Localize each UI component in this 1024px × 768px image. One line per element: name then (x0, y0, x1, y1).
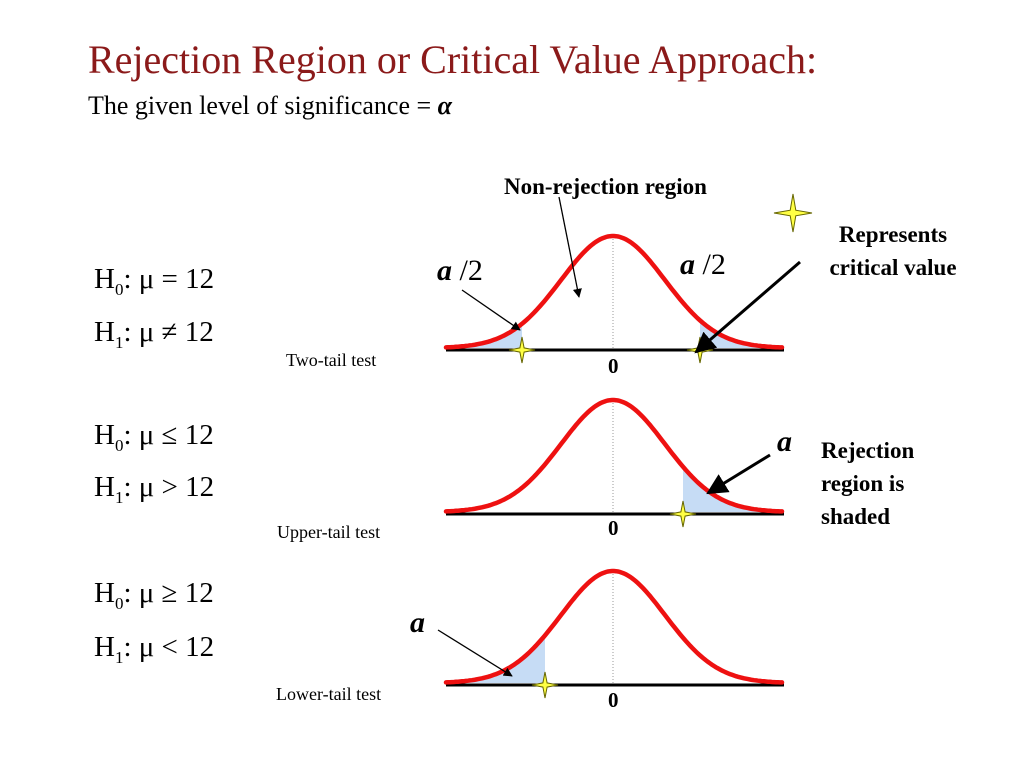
critical-value-arrow (694, 260, 801, 354)
non-rejection-arrow (558, 196, 582, 298)
upper-tail-h0: H0: μ ≤ 12 (94, 419, 214, 455)
alpha-lower-label: a (410, 606, 425, 639)
two-tail-critical-value-star-icon-1 (508, 336, 536, 364)
subtitle-text: The given level of significance = (88, 91, 438, 120)
slide-subtitle: The given level of significance = α (88, 90, 452, 122)
alpha-half-right-label: a /2 (680, 248, 726, 281)
lower-tail-normal-curve (443, 568, 785, 685)
two-tail-right-rejection-region (700, 320, 782, 348)
lower-tail-rejection-region (446, 635, 545, 683)
two-tail-h1: H1: μ ≠ 12 (94, 316, 214, 352)
alpha-half-left-label: a /2 (437, 254, 483, 287)
non-rejection-region-label: Non-rejection region (504, 174, 707, 199)
alpha-half-left-arrow (461, 289, 521, 331)
two-tail-h0: H0: μ = 12 (94, 263, 215, 299)
upper-tail-h1: H1: μ > 12 (94, 471, 215, 507)
upper-tail-test-label: Upper-tail test (277, 522, 381, 542)
lower-tail-critical-value-star-icon (531, 671, 559, 699)
upper-tail-critical-value-star-icon (669, 500, 697, 528)
slide-title: Rejection Region or Critical Value Appro… (88, 37, 818, 82)
rejection-region-arrow (706, 453, 771, 495)
lower-tail-zero-label: 0 (608, 688, 619, 712)
two-tail-left-rejection-region (446, 323, 522, 348)
two-tail-normal-curve (443, 233, 785, 350)
critical-value-note: Represents critical value (829, 222, 957, 280)
rejection-region-note: Rejection region is shaded (821, 438, 915, 529)
lower-tail-test-label: Lower-tail test (276, 684, 382, 704)
two-tail-test-label: Two-tail test (286, 350, 377, 370)
lower-tail-h0: H0: μ ≥ 12 (94, 577, 214, 613)
upper-tail-zero-label: 0 (608, 516, 619, 540)
upper-tail-rejection-region (683, 466, 782, 512)
lower-tail-h1: H1: μ < 12 (94, 631, 215, 667)
alpha-upper-label: a (777, 425, 792, 458)
legend-star-icon (773, 193, 813, 233)
upper-tail-normal-curve (443, 397, 785, 514)
alpha-symbol: α (437, 91, 453, 120)
alpha-lower-arrow (437, 629, 513, 677)
two-tail-zero-label: 0 (608, 354, 619, 378)
